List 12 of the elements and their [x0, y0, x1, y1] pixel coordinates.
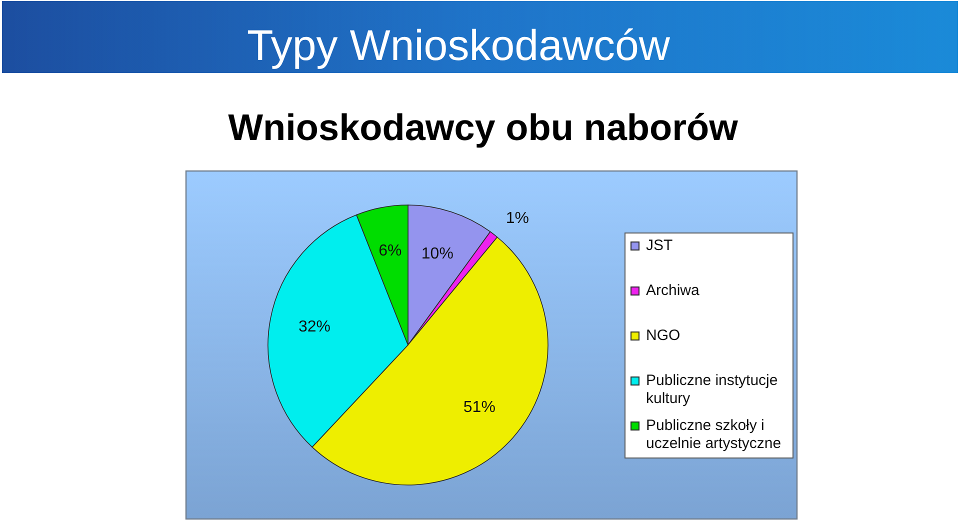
- legend-label: Publiczne instytucje kultury: [646, 372, 778, 407]
- chart-title: Typy Wnioskodawców: [247, 22, 671, 70]
- data-label: 6%: [378, 242, 402, 260]
- legend-label: Archiwa: [646, 282, 700, 299]
- data-label: 51%: [463, 399, 496, 416]
- legend-label: Publiczne szkoły i uczelnie artystyczne: [646, 416, 782, 452]
- data-label: 10%: [421, 246, 454, 263]
- data-label: 32%: [298, 318, 330, 336]
- legend-label: NGO: [646, 326, 680, 344]
- data-label: 1%: [506, 210, 529, 228]
- legend-label: JST: [646, 236, 673, 254]
- chart-subtitle: Wnioskodawcy obu naborów: [228, 107, 738, 148]
